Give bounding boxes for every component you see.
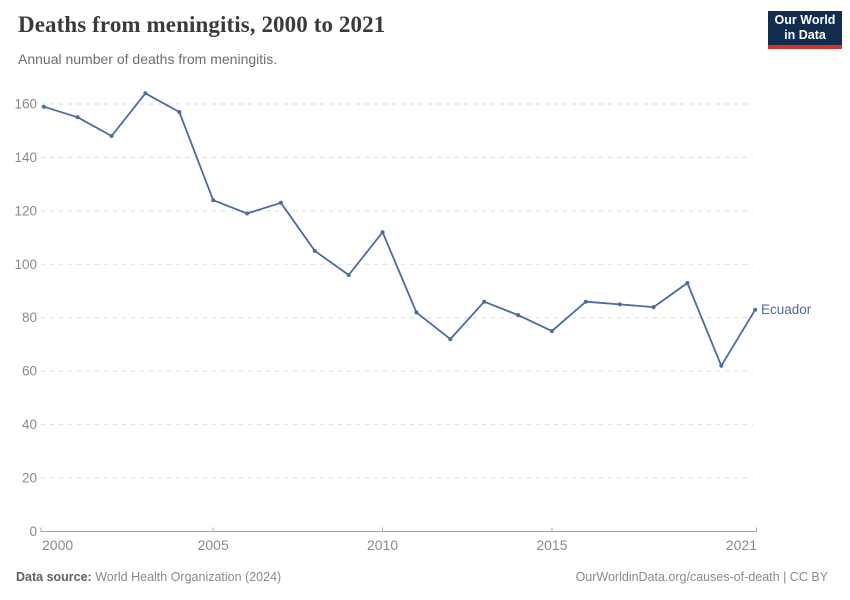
x-tick-label: 2021 — [726, 537, 757, 553]
attribution-link: OurWorldinData.org/causes-of-death | CC … — [575, 570, 828, 584]
data-source-text: World Health Organization (2024) — [91, 570, 282, 584]
data-point-marker — [380, 230, 385, 235]
page-title: Deaths from meningitis, 2000 to 2021 — [18, 12, 386, 37]
owid-logo-line1: Our World — [774, 12, 836, 27]
data-point-marker — [651, 305, 656, 310]
series-line — [42, 92, 757, 367]
x-tick-label: 2015 — [536, 537, 567, 553]
data-point-marker — [177, 110, 182, 114]
y-tick-label: 40 — [22, 417, 37, 432]
x-tick-label: 2005 — [198, 537, 229, 553]
owid-logo-line2: in Data — [784, 28, 826, 42]
data-point-marker — [143, 91, 148, 96]
data-point-marker — [719, 363, 724, 368]
data-point-marker — [41, 104, 46, 109]
data-point-marker — [211, 198, 216, 203]
y-tick-label: 120 — [14, 203, 37, 218]
y-tick-label: 0 — [29, 524, 37, 539]
x-tick-label: 2010 — [367, 537, 398, 553]
data-point-marker — [516, 313, 521, 318]
owid-logo-box: Our World in Data — [768, 11, 842, 45]
data-point-marker — [482, 299, 487, 304]
y-tick-label: 140 — [14, 150, 37, 165]
data-source: Data source: World Health Organization (… — [16, 570, 281, 584]
y-tick-label: 80 — [22, 310, 37, 325]
data-point-marker — [685, 281, 690, 285]
data-point-marker — [583, 299, 588, 304]
data-point-marker — [448, 337, 453, 342]
data-source-label: Data source: — [16, 570, 92, 584]
data-point-marker — [245, 211, 250, 216]
data-point-marker — [346, 273, 351, 277]
data-point-marker — [109, 134, 114, 138]
y-tick-label: 20 — [22, 471, 37, 486]
series-entity-label: Ecuador — [761, 302, 812, 317]
y-tick-label: 60 — [22, 364, 37, 379]
data-point-marker — [549, 329, 554, 334]
data-point-marker — [617, 302, 622, 307]
owid-logo: Our World in Data — [768, 11, 842, 49]
data-point-marker — [278, 200, 283, 205]
page-subtitle: Annual number of deaths from meningitis. — [18, 51, 278, 67]
y-tick-label: 100 — [14, 257, 37, 272]
y-tick-label: 160 — [14, 96, 37, 111]
data-point-marker — [414, 310, 419, 315]
x-axis-line — [40, 527, 757, 532]
x-tick-label: 2000 — [42, 537, 73, 553]
data-point-marker — [753, 307, 758, 312]
data-point-marker — [75, 115, 80, 120]
chart-footer: Data source: World Health Organization (… — [16, 570, 828, 584]
data-point-marker — [312, 248, 317, 253]
owid-logo-accent-bar — [768, 45, 842, 49]
